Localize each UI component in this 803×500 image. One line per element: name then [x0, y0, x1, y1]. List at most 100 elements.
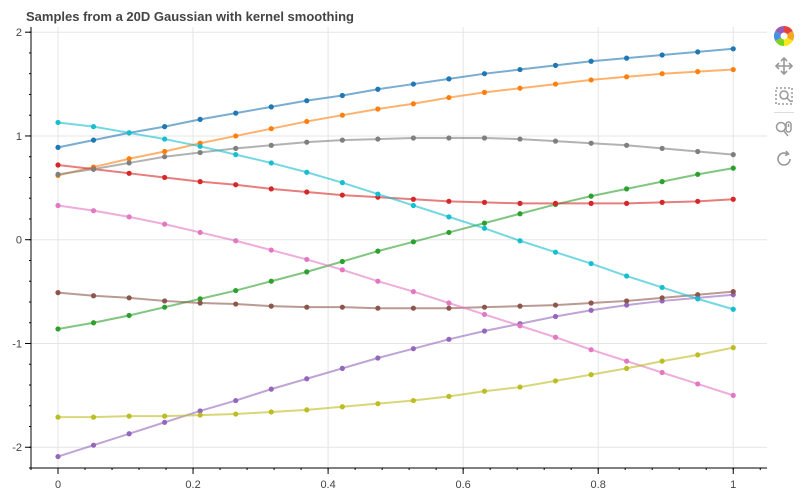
bokeh-logo-icon[interactable] — [772, 24, 796, 48]
series-4 — [55, 292, 736, 460]
data-point — [162, 221, 168, 227]
box-zoom-icon[interactable] — [772, 84, 796, 108]
data-point — [162, 148, 168, 155]
data-point — [481, 220, 488, 226]
data-point — [624, 74, 630, 80]
data-point — [446, 300, 452, 306]
data-point — [233, 133, 239, 139]
series-9 — [55, 119, 736, 312]
data-point — [481, 388, 488, 394]
data-point — [126, 130, 132, 136]
data-point — [304, 169, 310, 175]
series-line — [57, 164, 734, 205]
data-point — [695, 49, 701, 55]
data-point — [446, 94, 452, 101]
data-point — [197, 143, 203, 149]
data-point — [730, 306, 736, 312]
series-line — [57, 137, 734, 176]
data-point — [588, 58, 594, 64]
data-point — [517, 66, 523, 73]
data-point — [375, 355, 381, 361]
data-point — [339, 92, 345, 99]
chart-title: Samples from a 20D Gaussian with kernel … — [26, 9, 354, 24]
data-point — [624, 298, 630, 304]
data-point — [162, 413, 168, 419]
data-point — [730, 289, 736, 295]
data-point — [375, 401, 381, 407]
data-point — [446, 393, 452, 400]
data-point — [588, 77, 594, 83]
reset-icon[interactable] — [772, 147, 796, 171]
wheel-zoom-icon[interactable] — [772, 117, 796, 141]
x-tick-label: 1 — [730, 479, 736, 491]
data-point — [375, 86, 381, 92]
data-point — [481, 311, 488, 318]
data-point — [481, 199, 488, 205]
data-point — [339, 365, 345, 371]
data-point — [126, 160, 132, 166]
x-tick-label: 0.2 — [185, 479, 200, 491]
data-point — [233, 152, 239, 158]
axes: -2 -1 0 1 2 0 0.2 0.4 0.6 0.8 1 — [12, 27, 767, 491]
data-point — [588, 307, 594, 313]
data-point — [410, 81, 416, 87]
data-point — [339, 404, 345, 410]
data-point — [90, 320, 97, 326]
data-point — [446, 198, 452, 204]
data-point — [552, 334, 559, 340]
data-point — [552, 378, 559, 384]
series-2 — [55, 165, 736, 332]
data-point — [55, 414, 61, 420]
data-point — [268, 278, 274, 284]
data-point — [304, 269, 310, 275]
data-point — [162, 154, 168, 160]
data-point — [233, 238, 239, 244]
data-point — [339, 304, 345, 310]
series-line — [57, 167, 734, 330]
data-point — [517, 384, 523, 390]
series-7 — [55, 135, 736, 177]
data-point — [695, 69, 701, 75]
data-point — [695, 352, 701, 358]
data-point — [730, 345, 736, 351]
data-point — [233, 411, 239, 417]
data-point — [197, 229, 203, 236]
data-point — [375, 305, 381, 311]
data-point — [304, 139, 310, 145]
data-point — [375, 106, 381, 112]
data-point — [517, 136, 523, 142]
data-point — [588, 260, 594, 267]
data-point — [304, 118, 310, 125]
grid — [31, 27, 767, 468]
data-point — [304, 304, 310, 310]
data-point — [162, 124, 168, 130]
data-point — [410, 135, 416, 141]
y-tick-label: -1 — [12, 338, 22, 350]
series-8 — [55, 345, 736, 420]
data-point — [624, 273, 630, 279]
data-point — [339, 192, 345, 198]
y-tick-label: -2 — [12, 442, 22, 454]
data-point — [410, 305, 416, 311]
data-point — [90, 166, 97, 172]
data-point — [339, 258, 345, 265]
data-point — [304, 376, 310, 382]
data-point — [126, 312, 132, 319]
data-point — [659, 284, 665, 291]
toolbar — [770, 24, 798, 177]
data-point — [55, 453, 61, 460]
pan-icon[interactable] — [772, 54, 796, 78]
x-tick-label: 0 — [55, 479, 61, 491]
data-point — [55, 171, 61, 177]
data-point — [588, 300, 594, 306]
x-tick-label: 0.4 — [320, 479, 335, 491]
data-point — [552, 81, 559, 87]
series-line — [57, 121, 734, 311]
data-point — [552, 313, 559, 320]
data-point — [588, 347, 594, 353]
data-point — [90, 124, 97, 130]
data-point — [730, 66, 736, 73]
data-point — [695, 148, 701, 155]
data-point — [126, 413, 132, 419]
data-point — [233, 287, 239, 294]
